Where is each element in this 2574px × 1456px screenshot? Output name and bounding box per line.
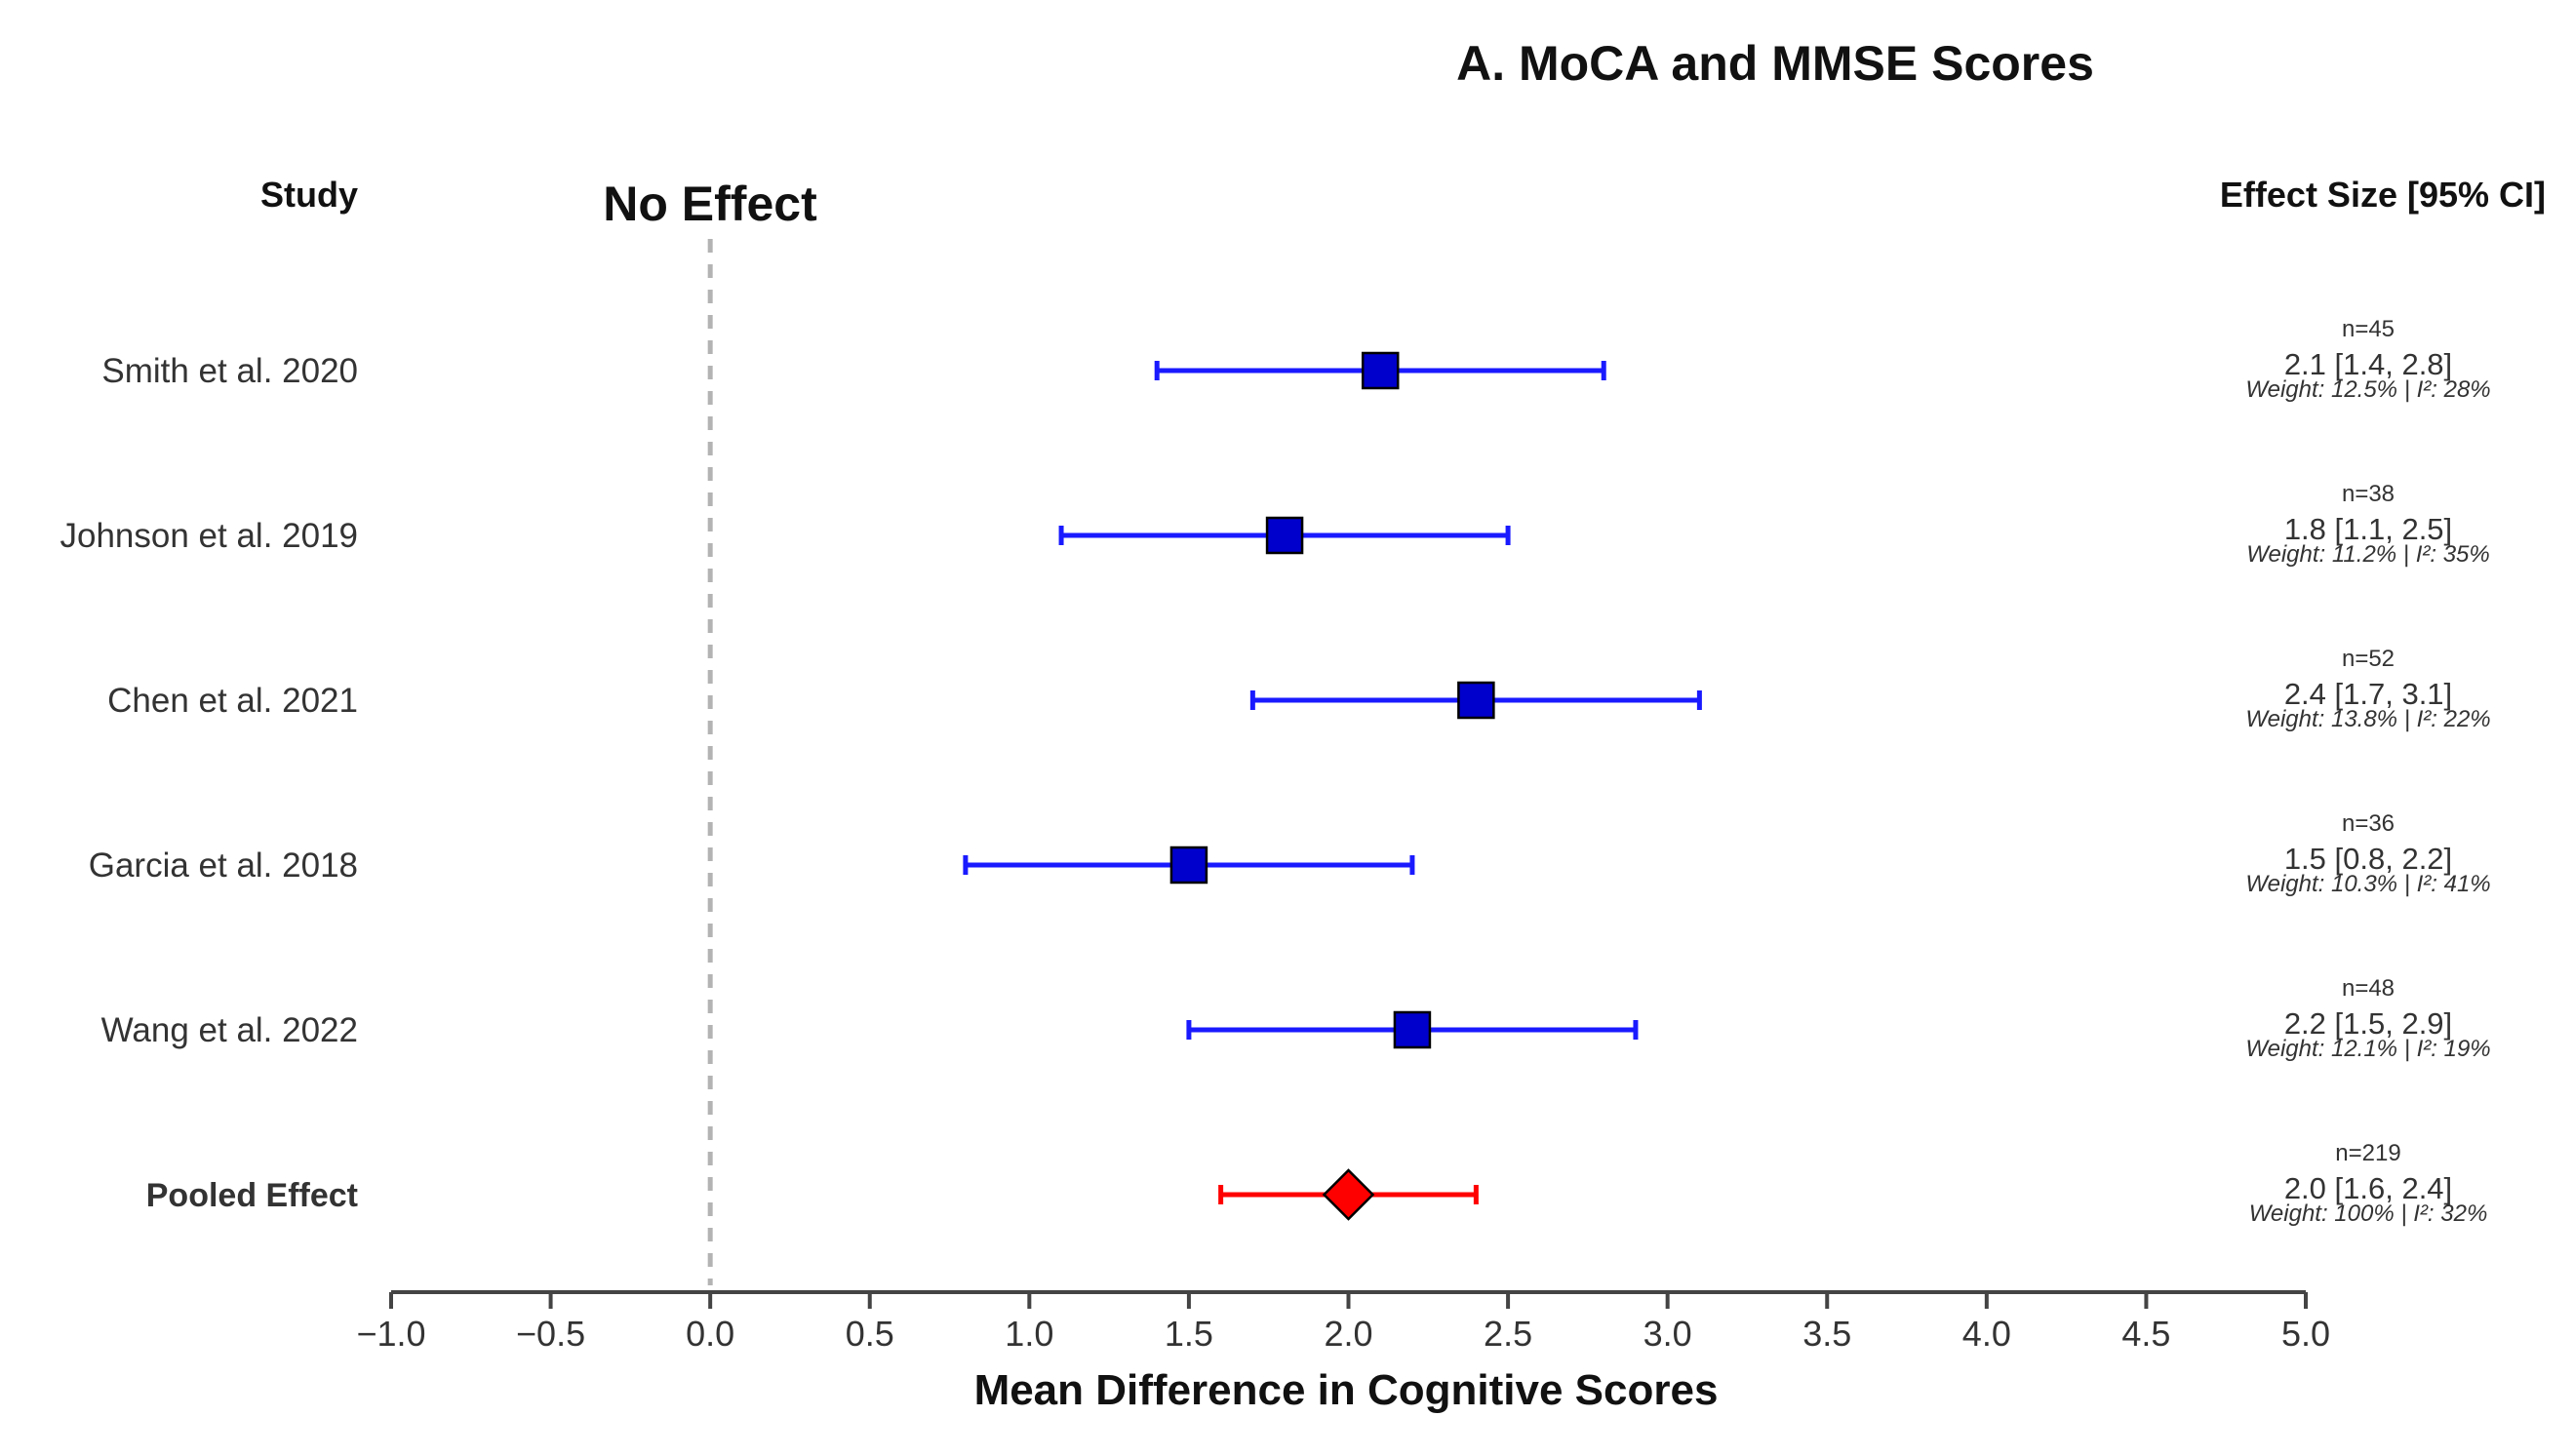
- x-axis-ticks: −1.0 −0.5 0.0 0.5 1.0 1.5 2.0 2.5 3.0 3.5 4.0 4.5 5.…: [356, 1292, 2330, 1354]
- x-tick-label: 2.5: [1484, 1314, 1532, 1354]
- study-row: Johnson et al. 2019 n=38 1.8 [1.1, 2.5]Wei…: [59, 481, 2489, 568]
- effect-ci-label: 1.5 [0.8, 2.2]: [2284, 842, 2452, 876]
- x-tick-label: 4.5: [2121, 1314, 2170, 1354]
- study-row: Wang et al. 2022 n=48 2.2 [1.5, 2.9]Weight…: [101, 975, 2491, 1062]
- estimate-marker: [1265, 516, 1304, 555]
- study-row: Chen et al. 2021 n=52 2.4 [1.7, 3.1]Weight…: [107, 646, 2491, 732]
- x-tick-label: 5.0: [2281, 1314, 2330, 1354]
- effect-ci-label: 2.4 [1.7, 3.1]: [2284, 677, 2452, 711]
- pooled-row: Pooled Effect n=219 2.0 [1.6, 2.4]Weight: …: [146, 1140, 2488, 1227]
- x-tick-label: 4.0: [1962, 1314, 2011, 1354]
- x-tick-label: 2.0: [1324, 1314, 1372, 1354]
- effect-ci-label: 1.8 [1.1, 2.5]: [2284, 512, 2452, 546]
- weight-label: Weight: 13.8% | I²: 22%: [2245, 706, 2490, 732]
- x-axis-label: Mean Difference in Cognitive Scores: [974, 1366, 1719, 1414]
- sample-size-label: n=36: [2342, 810, 2395, 837]
- sample-size-label: n=219: [2335, 1140, 2400, 1166]
- study-name: Wang et al. 2022: [101, 1011, 358, 1049]
- x-tick-label: 3.0: [1643, 1314, 1692, 1354]
- effect-ci-label: 2.1 [1.4, 2.8]: [2284, 347, 2452, 381]
- x-tick-label: −0.5: [516, 1314, 585, 1354]
- estimate-marker: [1393, 1010, 1432, 1049]
- estimate-marker: [1361, 351, 1400, 390]
- effect-column-header: Effect Size [95% CI]: [2220, 175, 2546, 215]
- study-name: Chen et al. 2021: [107, 682, 358, 720]
- sample-size-label: n=38: [2342, 481, 2395, 507]
- effect-ci-label: 2.2 [1.5, 2.9]: [2284, 1006, 2452, 1041]
- estimate-marker: [1169, 846, 1208, 885]
- x-tick-label: 3.5: [1802, 1314, 1851, 1354]
- sample-size-label: n=45: [2342, 316, 2395, 342]
- study-name: Garcia et al. 2018: [89, 846, 358, 885]
- study-name: Smith et al. 2020: [101, 352, 358, 390]
- chart-title: A. MoCA and MMSE Scores: [1456, 36, 2094, 91]
- x-axis: −1.0 −0.5 0.0 0.5 1.0 1.5 2.0 2.5 3.0 3.5 4.0 4.5 5.…: [356, 1290, 2330, 1354]
- sample-size-label: n=48: [2342, 975, 2395, 1002]
- reference-line-label: No Effect: [603, 177, 817, 231]
- pooled-label: Pooled Effect: [146, 1177, 358, 1214]
- study-column-header: Study: [260, 175, 358, 215]
- x-tick-label: 0.0: [686, 1314, 734, 1354]
- weight-label: Weight: 12.5% | I²: 28%: [2245, 376, 2490, 403]
- study-name: Johnson et al. 2019: [59, 517, 358, 555]
- x-tick-label: 1.0: [1005, 1314, 1053, 1354]
- weight-label: Weight: 100% | I²: 32%: [2249, 1200, 2488, 1227]
- estimate-marker: [1457, 681, 1495, 720]
- x-tick-label: 0.5: [846, 1314, 894, 1354]
- x-tick-label: −1.0: [356, 1314, 425, 1354]
- effect-ci-label: 2.0 [1.6, 2.4]: [2284, 1171, 2452, 1205]
- study-row: Smith et al. 2020 n=45 2.1 [1.4, 2.8]Weigh…: [101, 316, 2490, 403]
- sample-size-label: n=52: [2342, 646, 2395, 672]
- weight-label: Weight: 10.3% | I²: 41%: [2245, 871, 2490, 897]
- x-tick-label: 1.5: [1165, 1314, 1213, 1354]
- study-row: Garcia et al. 2018 n=36 1.5 [0.8, 2.2]Weig…: [89, 810, 2491, 897]
- weight-label: Weight: 11.2% | I²: 35%: [2246, 541, 2489, 568]
- pooled-estimate-diamond: [1322, 1168, 1375, 1221]
- weight-label: Weight: 12.1% | I²: 19%: [2245, 1036, 2490, 1062]
